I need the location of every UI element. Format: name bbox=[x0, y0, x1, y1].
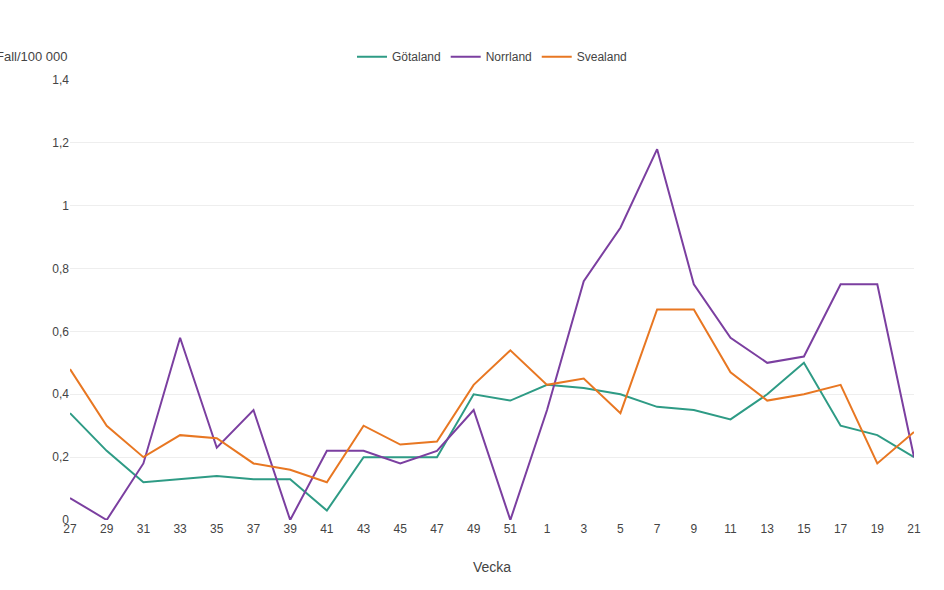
svg-text:1: 1 bbox=[544, 522, 551, 536]
svg-text:9: 9 bbox=[690, 522, 697, 536]
svg-text:31: 31 bbox=[137, 522, 151, 536]
svg-text:29: 29 bbox=[100, 522, 114, 536]
svg-text:5: 5 bbox=[617, 522, 624, 536]
svg-text:3: 3 bbox=[580, 522, 587, 536]
svg-text:13: 13 bbox=[761, 522, 775, 536]
svg-text:43: 43 bbox=[357, 522, 371, 536]
svg-text:0,4: 0,4 bbox=[52, 387, 69, 401]
svg-text:1,4: 1,4 bbox=[52, 73, 69, 87]
svg-text:39: 39 bbox=[283, 522, 297, 536]
svg-text:0,8: 0,8 bbox=[52, 262, 69, 276]
svg-text:Fall/100 000: Fall/100 000 bbox=[0, 49, 68, 64]
svg-text:51: 51 bbox=[504, 522, 518, 536]
svg-text:33: 33 bbox=[173, 522, 187, 536]
svg-text:15: 15 bbox=[797, 522, 811, 536]
svg-text:27: 27 bbox=[63, 522, 77, 536]
svg-text:Norrland: Norrland bbox=[486, 50, 532, 64]
svg-text:Svealand: Svealand bbox=[577, 50, 627, 64]
svg-text:19: 19 bbox=[871, 522, 885, 536]
svg-text:49: 49 bbox=[467, 522, 481, 536]
svg-text:37: 37 bbox=[247, 522, 261, 536]
svg-text:47: 47 bbox=[430, 522, 444, 536]
svg-text:45: 45 bbox=[394, 522, 408, 536]
svg-text:1,2: 1,2 bbox=[52, 136, 69, 150]
svg-text:0,6: 0,6 bbox=[52, 325, 69, 339]
svg-text:1: 1 bbox=[62, 199, 69, 213]
svg-text:0,2: 0,2 bbox=[52, 450, 69, 464]
svg-text:21: 21 bbox=[907, 522, 921, 536]
svg-text:7: 7 bbox=[654, 522, 661, 536]
svg-text:Götaland: Götaland bbox=[392, 50, 441, 64]
svg-text:0: 0 bbox=[62, 513, 69, 527]
svg-text:11: 11 bbox=[724, 522, 737, 536]
svg-text:35: 35 bbox=[210, 522, 224, 536]
svg-text:17: 17 bbox=[834, 522, 848, 536]
svg-text:Vecka: Vecka bbox=[473, 559, 511, 575]
svg-text:41: 41 bbox=[320, 522, 334, 536]
